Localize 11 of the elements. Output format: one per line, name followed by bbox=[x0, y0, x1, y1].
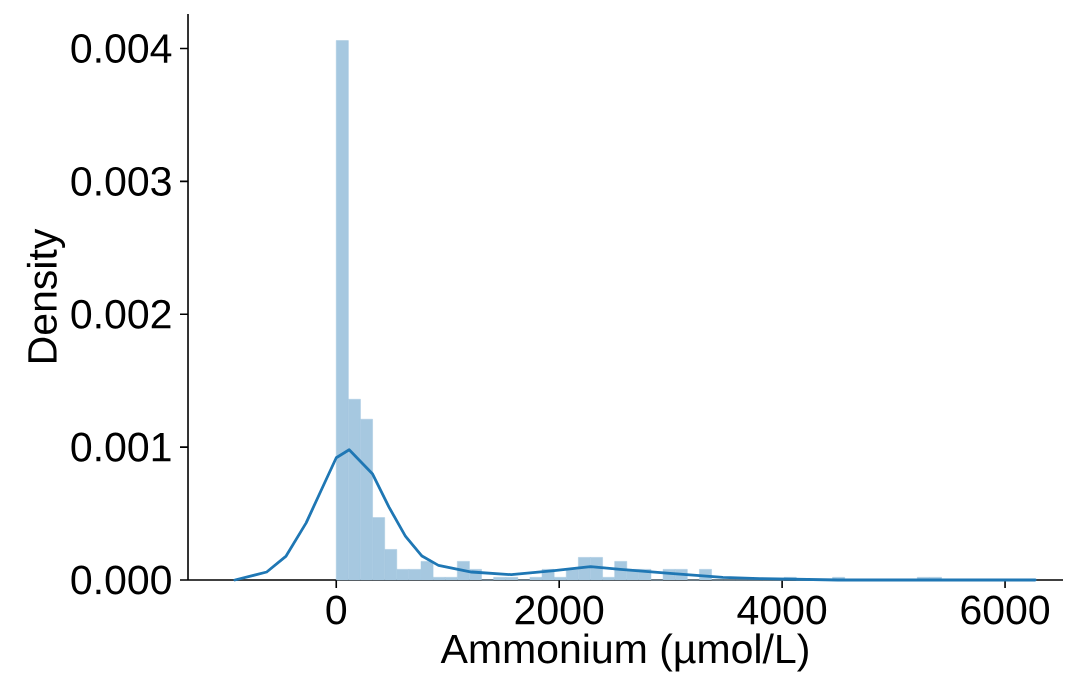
y-tick-label: 0.000 bbox=[71, 565, 171, 595]
y-tick-label: 0.004 bbox=[71, 34, 172, 64]
y-tick-label: 0.002 bbox=[71, 299, 171, 329]
y-tick-label: 0.001 bbox=[71, 432, 171, 462]
x-tick-label: 2000 bbox=[515, 595, 604, 625]
x-tick-label: 4000 bbox=[737, 595, 827, 625]
x-tick-label: 0 bbox=[326, 595, 347, 625]
y-tick-label: 0.003 bbox=[71, 166, 171, 196]
x-axis-title: Ammonium (µmol/L) bbox=[440, 633, 808, 672]
x-tick-label: 6000 bbox=[961, 595, 1050, 625]
y-axis-title: Density bbox=[26, 228, 66, 362]
